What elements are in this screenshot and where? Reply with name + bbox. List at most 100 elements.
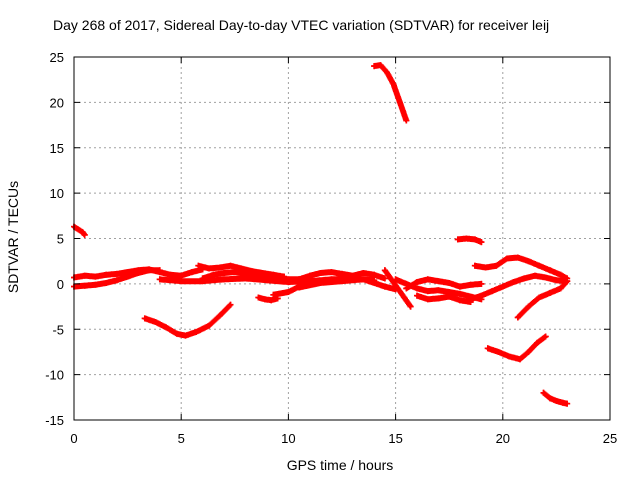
data-point	[296, 284, 303, 291]
series-arc-19	[471, 254, 571, 282]
data-point	[81, 272, 88, 279]
series-arc-12	[371, 62, 410, 124]
data-point	[193, 328, 200, 335]
series-trace	[467, 272, 571, 303]
data-point	[456, 297, 463, 304]
data-point	[167, 271, 174, 278]
series-arc-04	[141, 301, 234, 339]
data-point	[559, 399, 566, 406]
data-point	[546, 267, 553, 274]
data-point	[178, 272, 185, 279]
data-point	[396, 99, 403, 106]
data-point	[261, 296, 268, 303]
data-point	[514, 254, 521, 261]
data-point	[540, 389, 547, 396]
data-point	[390, 81, 397, 88]
data-point	[557, 271, 564, 278]
data-point	[478, 239, 485, 246]
data-point	[182, 332, 189, 339]
data-point	[546, 289, 553, 296]
data-point	[227, 301, 234, 308]
data-point	[471, 236, 478, 243]
data-point	[210, 271, 217, 278]
data-point	[339, 270, 345, 277]
data-point	[478, 280, 485, 287]
data-point	[141, 315, 148, 322]
data-point	[525, 348, 532, 355]
data-point	[546, 395, 553, 402]
data-point	[521, 275, 528, 282]
x-tick-label: 20	[496, 431, 510, 446]
data-point	[392, 276, 399, 283]
data-point	[199, 275, 206, 282]
data-point	[124, 273, 131, 280]
data-point	[103, 271, 110, 278]
data-point	[188, 269, 195, 276]
data-point	[152, 318, 159, 325]
data-point	[227, 262, 234, 269]
series-trace	[371, 62, 410, 124]
data-point	[146, 267, 153, 274]
data-series	[71, 62, 571, 407]
data-point	[435, 295, 442, 302]
y-tick-label: 25	[50, 50, 64, 65]
data-point	[463, 235, 470, 242]
series-arc-17	[454, 235, 485, 246]
data-point	[384, 69, 391, 76]
data-point	[564, 278, 571, 285]
data-point	[317, 269, 324, 276]
x-tick-label: 25	[603, 431, 617, 446]
data-point	[414, 279, 421, 286]
data-point	[531, 272, 538, 279]
data-point	[534, 339, 541, 346]
data-point	[285, 279, 292, 286]
data-point	[216, 312, 223, 319]
data-point	[75, 226, 82, 233]
data-point	[360, 276, 367, 283]
data-point	[495, 348, 502, 355]
data-point	[285, 289, 292, 296]
data-point	[504, 255, 511, 262]
y-tick-label: 5	[57, 232, 64, 247]
data-point	[542, 333, 549, 340]
data-point	[81, 282, 88, 289]
data-point	[471, 262, 478, 269]
x-tick-label: 15	[388, 431, 402, 446]
data-point	[156, 276, 163, 283]
data-point	[103, 279, 110, 286]
data-point	[92, 273, 99, 280]
data-point	[371, 271, 378, 278]
x-tick-label: 10	[281, 431, 295, 446]
series-arc-10	[285, 269, 388, 286]
data-point	[306, 272, 313, 279]
series-trace	[514, 278, 571, 321]
series-arc-22	[540, 389, 571, 407]
data-point	[446, 279, 453, 286]
y-tick-label: 10	[50, 186, 64, 201]
data-point	[510, 279, 517, 286]
series-arc-20	[484, 333, 549, 363]
data-point	[255, 294, 262, 301]
data-point	[407, 303, 414, 310]
y-tick-label: -15	[45, 413, 64, 428]
data-point	[564, 400, 571, 407]
data-point	[424, 296, 431, 303]
series-arc-21	[514, 278, 571, 321]
data-point	[525, 258, 532, 265]
data-point	[553, 397, 560, 404]
data-point	[263, 274, 270, 281]
y-axis-label: SDTVAR / TECUs	[5, 181, 21, 293]
data-point	[81, 231, 88, 238]
data-point	[360, 269, 367, 276]
data-point	[435, 287, 442, 294]
x-axis-label: GPS time / hours	[287, 457, 394, 473]
data-point	[478, 292, 485, 299]
data-point	[195, 262, 202, 269]
x-tick-label: 5	[178, 431, 185, 446]
data-point	[456, 290, 463, 297]
data-point	[516, 356, 523, 363]
series-trace	[454, 235, 485, 246]
data-point	[270, 291, 277, 298]
y-tick-label: 15	[50, 141, 64, 156]
